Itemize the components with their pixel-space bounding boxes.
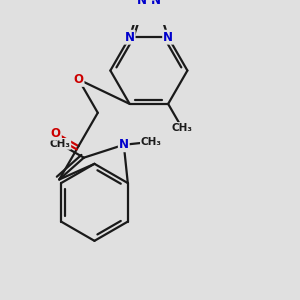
Text: N: N [163,31,173,44]
Text: CH₃: CH₃ [49,139,70,149]
Text: CH₃: CH₃ [172,123,193,133]
Text: N: N [136,0,146,7]
Text: N: N [119,138,129,151]
Text: N: N [151,0,161,7]
Text: O: O [74,73,83,86]
Text: N: N [124,31,135,44]
Text: CH₃: CH₃ [141,137,162,147]
Text: O: O [51,127,61,140]
